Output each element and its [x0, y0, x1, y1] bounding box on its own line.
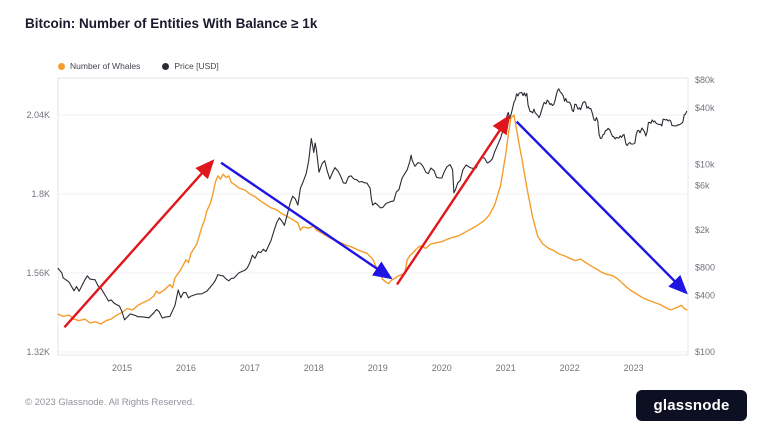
whales-legend-dot — [58, 62, 65, 70]
glassnode-logo: glassnode — [636, 390, 747, 421]
x-axis-tick-label: 2018 — [304, 363, 324, 373]
x-axis-tick-label: 2023 — [624, 363, 644, 373]
price-series-line — [57, 88, 688, 321]
x-axis-tick-label: 2017 — [240, 363, 260, 373]
whales-series-line — [57, 114, 688, 325]
x-axis-tick-label: 2016 — [176, 363, 196, 373]
trend-arrow-3-down — [515, 120, 688, 295]
right-axis-tick-label: $80k — [695, 75, 715, 85]
price-legend-dot — [162, 62, 170, 70]
x-axis-tick-label: 2015 — [112, 363, 132, 373]
chart-legend: Number of Whales Price [USD] — [58, 61, 219, 71]
right-axis-tick-label: $400 — [695, 291, 715, 301]
copyright-text: © 2023 Glassnode. All Rights Reserved. — [25, 397, 195, 408]
right-axis-tick-label: $10k — [695, 160, 715, 170]
x-axis-tick-label: 2019 — [368, 363, 388, 373]
left-axis-tick-label: 1.8K — [31, 189, 50, 199]
left-axis-tick-label: 1.56K — [26, 268, 50, 278]
x-axis-tick-label: 2020 — [432, 363, 452, 373]
legend-item-price[interactable]: Price [USD] — [162, 61, 219, 71]
plot-border — [57, 77, 689, 356]
trend-arrow-2-up — [396, 114, 511, 286]
page-title: Bitcoin: Number of Entities With Balance… — [25, 16, 318, 31]
x-axis-tick-label: 2022 — [560, 363, 580, 373]
legend-item-whales[interactable]: Number of Whales — [58, 61, 140, 71]
x-axis-tick-label: 2021 — [496, 363, 516, 373]
right-axis-tick-label: $100 — [695, 347, 715, 357]
left-axis-tick-label: 1.32K — [26, 347, 50, 357]
right-axis-tick-label: $6k — [695, 180, 710, 190]
legend-label-price: Price [USD] — [174, 61, 219, 71]
trend-arrow-0-up — [63, 159, 215, 329]
legend-label-whales: Number of Whales — [70, 61, 141, 71]
right-axis-tick-label: $40k — [695, 103, 715, 113]
right-axis-tick-label: $800 — [695, 262, 715, 272]
right-axis-tick-label: $2k — [695, 225, 710, 235]
trend-arrow-1-down — [220, 161, 393, 280]
left-axis-tick-label: 2.04K — [26, 110, 50, 120]
